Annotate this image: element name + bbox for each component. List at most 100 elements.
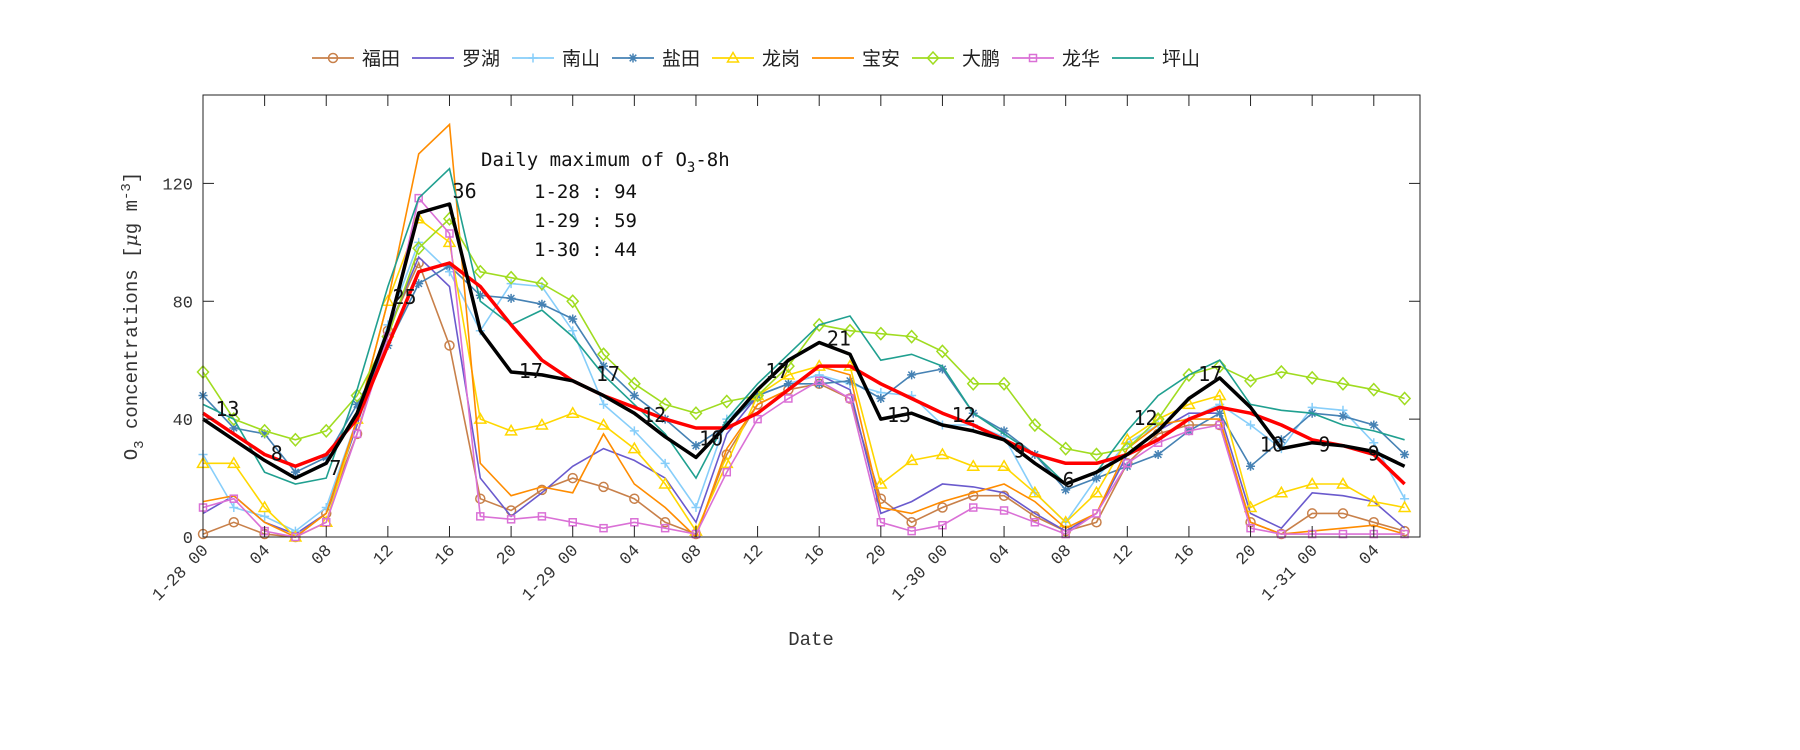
data-point [689, 406, 703, 421]
data-point [937, 364, 947, 374]
x-tick-label: 04 [247, 542, 275, 570]
point-label: 12 [642, 403, 666, 427]
data-point [476, 512, 485, 521]
data-point [753, 414, 762, 424]
series-layer [196, 122, 1412, 543]
point-label: 7 [329, 456, 341, 480]
legend-marker-icon [628, 53, 638, 63]
legend-label: 南山 [562, 48, 600, 70]
point-label: 17 [596, 362, 620, 386]
point-label: 10 [699, 427, 723, 451]
legend-item: 福田 [312, 48, 400, 70]
data-point [935, 447, 950, 460]
x-tick-label: 12 [1110, 542, 1138, 570]
data-point [599, 361, 609, 371]
legend-label: 盐田 [662, 48, 700, 70]
data-point [257, 500, 272, 513]
x-tick-label: 1-30 00 [889, 542, 953, 606]
y-tick-label: 0 [183, 530, 193, 549]
data-point [475, 290, 485, 300]
data-point [1213, 358, 1227, 374]
data-point [719, 456, 734, 469]
data-point [907, 526, 916, 536]
data-point [1091, 517, 1102, 528]
data-point [1400, 449, 1410, 459]
data-point [1367, 382, 1381, 397]
x-tick-label: 1-31 00 [1258, 542, 1322, 606]
data-point [1337, 508, 1349, 519]
data-point [504, 270, 518, 285]
data-point [258, 423, 272, 439]
data-point [1277, 529, 1286, 539]
data-point [659, 517, 671, 528]
data-point [535, 418, 549, 430]
series-2 [202, 255, 1406, 535]
data-point [629, 493, 640, 504]
point-label: 9 [1318, 433, 1330, 457]
data-point [658, 476, 672, 489]
legend-item: 盐田 [612, 48, 700, 70]
data-point [1092, 509, 1101, 518]
data-point [445, 229, 454, 238]
legend-item: 龙华 [1012, 48, 1100, 70]
data-point [506, 515, 516, 524]
data-point [475, 493, 486, 504]
legend-label: 福田 [362, 48, 400, 70]
y-tick-label: 80 [173, 294, 193, 313]
point-label: 6 [1063, 468, 1075, 492]
data-point [321, 518, 331, 527]
data-point [473, 412, 488, 424]
x-tick-label: 08 [309, 542, 337, 570]
data-point [599, 399, 609, 409]
series-8 [198, 193, 1409, 542]
x-tick-label: 04 [986, 542, 1014, 570]
data-point [352, 429, 362, 439]
series-line [202, 255, 1406, 535]
point-label: 10 [1260, 433, 1284, 457]
point-label: 21 [827, 326, 851, 350]
x-axis-label: Date [788, 629, 834, 651]
point-label: 8 [271, 441, 283, 465]
annotation-line-1-29: 1-29 : 59 [534, 210, 637, 232]
legend-marker-icon [726, 51, 740, 63]
data-point [1276, 435, 1286, 445]
data-point [537, 299, 547, 309]
x-tick-label: 20 [1233, 542, 1261, 570]
plot-frame [202, 94, 1421, 538]
data-point [1274, 364, 1288, 380]
data-point [352, 399, 362, 409]
legend-item: 宝安 [812, 48, 900, 70]
data-point [228, 517, 240, 528]
data-point [444, 261, 454, 271]
x-tick-label: 12 [370, 542, 398, 570]
data-point [627, 441, 642, 454]
data-point [783, 379, 793, 389]
data-point [907, 370, 917, 380]
data-point [629, 426, 639, 436]
legend-label: 宝安 [862, 48, 900, 70]
point-label: 13 [887, 403, 911, 427]
data-point [1336, 476, 1350, 489]
data-point [1399, 525, 1410, 537]
series-1 [197, 257, 1410, 543]
data-point [599, 523, 608, 533]
data-point [1244, 373, 1258, 388]
data-point [442, 235, 457, 248]
data-point [414, 279, 424, 289]
data-point [227, 456, 241, 469]
data-point [844, 393, 856, 404]
data-point [350, 388, 364, 403]
data-point [260, 511, 270, 521]
data-point [691, 503, 701, 513]
legend-label: 大鹏 [962, 48, 1000, 70]
data-point [660, 458, 670, 468]
data-point [1059, 441, 1073, 456]
data-point [1089, 485, 1104, 498]
point-label: 9 [1013, 438, 1025, 462]
data-point [722, 467, 732, 477]
legend-marker-icon [528, 53, 538, 63]
data-point [874, 476, 888, 489]
data-point [691, 441, 701, 451]
